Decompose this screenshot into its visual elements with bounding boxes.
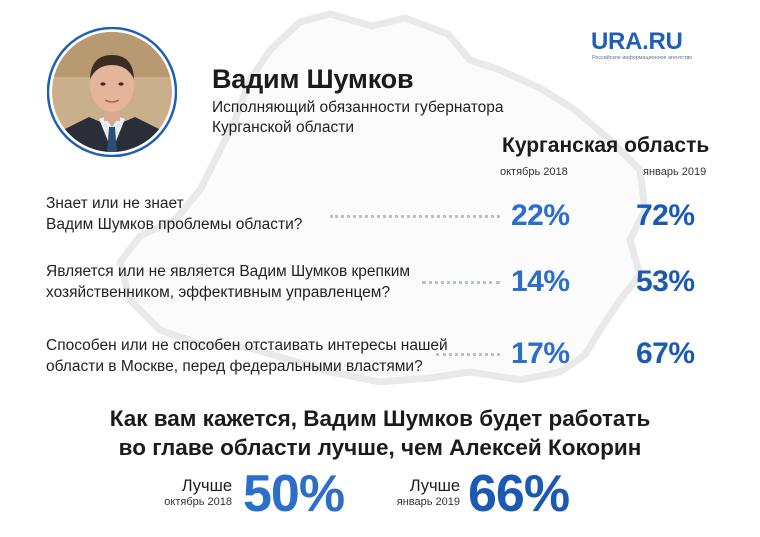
summary-question-line1: Как вам кажется, Вадим Шумков будет рабо… xyxy=(109,406,651,431)
question-row: Способен или не способен отстаивать инте… xyxy=(46,335,448,377)
logo-wordmark: URA.RU xyxy=(591,28,683,55)
question-text-line2: хозяйственником, эффективным управленцем… xyxy=(46,284,391,301)
person-role: Исполняющий обязанности губернатора Кург… xyxy=(212,98,504,138)
avatar xyxy=(47,27,177,157)
date-label: октябрь 2018 xyxy=(164,496,232,508)
value-jan-2019: 67% xyxy=(636,337,695,370)
column-header-oct-2018: октябрь 2018 xyxy=(500,166,568,178)
summary-value-oct-2018: 50% xyxy=(243,465,345,523)
value-jan-2019: 53% xyxy=(636,265,695,298)
person-name: Вадим Шумков xyxy=(212,64,414,94)
question-text-line1: Является или не является Вадим Шумков кр… xyxy=(46,263,411,280)
better-label: Лучше xyxy=(409,477,460,495)
better-label: Лучше xyxy=(181,477,232,495)
question-text-line1: Способен или не способен отстаивать инте… xyxy=(46,337,448,354)
summary-question: Как вам кажется, Вадим Шумков будет рабо… xyxy=(0,404,760,462)
value-oct-2018: 14% xyxy=(511,265,570,298)
question-text-line1: Знает или не знает xyxy=(46,195,184,212)
person-role-line1: Исполняющий обязанности губернатора xyxy=(212,99,504,116)
summary-left-caption: Лучше октябрь 2018 xyxy=(140,477,232,509)
question-text-line2: области в Москве, перед федеральными вла… xyxy=(46,358,423,375)
logo-tagline: Российское информационное агентство xyxy=(592,55,693,61)
region-title: Курганская область xyxy=(502,134,710,157)
value-jan-2019: 72% xyxy=(636,199,695,232)
person-role-line2: Курганской области xyxy=(212,119,354,136)
ura-logo[interactable]: URA.RU Российское информационное агентст… xyxy=(591,29,692,62)
date-label: январь 2019 xyxy=(396,496,460,508)
column-header-jan-2019: январь 2019 xyxy=(643,166,707,178)
dotted-leader xyxy=(422,281,500,284)
summary-right-caption: Лучше январь 2019 xyxy=(370,477,460,509)
value-oct-2018: 22% xyxy=(511,199,570,232)
value-oct-2018: 17% xyxy=(511,337,570,370)
question-row: Является или не является Вадим Шумков кр… xyxy=(46,261,410,303)
question-row: Знает или не знает Вадим Шумков проблемы… xyxy=(46,193,302,235)
dotted-leader xyxy=(436,353,500,356)
summary-value-jan-2019: 66% xyxy=(468,465,570,523)
summary-question-line2: во главе области лучше, чем Алексей Коко… xyxy=(118,435,642,460)
dotted-leader xyxy=(330,215,500,218)
question-text-line2: Вадим Шумков проблемы области? xyxy=(46,216,303,233)
